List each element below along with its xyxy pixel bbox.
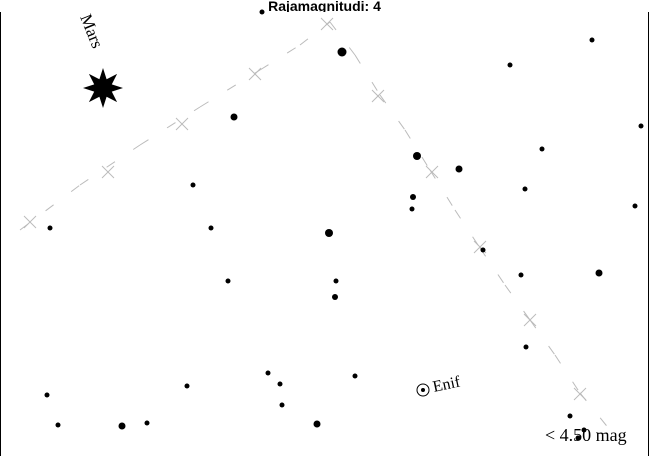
ecliptic-segment (454, 209, 481, 249)
star (507, 62, 513, 68)
named-star-label: Enif (431, 373, 462, 395)
star (259, 9, 265, 15)
ecliptic-segment (259, 44, 301, 71)
ecliptic-segment (139, 106, 201, 146)
ecliptic-line (19, 17, 611, 431)
star (632, 203, 638, 209)
star (190, 182, 196, 188)
star (352, 373, 358, 379)
star (455, 165, 463, 173)
ecliptic-tick (175, 117, 189, 131)
planet-mars: Mars (76, 11, 123, 108)
ecliptic-tick (248, 67, 262, 81)
star (413, 152, 421, 160)
star (518, 272, 524, 278)
ecliptic-segment (429, 169, 456, 211)
star (47, 225, 53, 231)
star-field (44, 9, 644, 441)
ecliptic-tick (101, 165, 115, 179)
star (279, 402, 285, 408)
ecliptic-segment (379, 94, 406, 131)
ecliptic-segment (199, 69, 261, 108)
star (55, 422, 61, 428)
star (184, 383, 190, 389)
ecliptic-tick (573, 387, 587, 401)
star (410, 194, 416, 200)
named-star-enif: Enif (416, 373, 462, 397)
star (325, 229, 333, 237)
star (595, 269, 603, 277)
ecliptic-tick (371, 89, 385, 103)
ecliptic-tick (425, 165, 439, 179)
star (337, 47, 347, 57)
star (539, 146, 545, 152)
circled-dot-center (421, 388, 425, 392)
star (480, 247, 486, 253)
star (409, 206, 415, 212)
star (118, 422, 126, 430)
ecliptic-segment (79, 144, 141, 186)
ecliptic-tick (23, 215, 37, 229)
star (208, 225, 214, 231)
ecliptic-segment (354, 54, 381, 96)
star (522, 186, 528, 192)
star (313, 420, 321, 428)
ecliptic-segment (404, 129, 431, 171)
ecliptic-segment (529, 319, 556, 356)
ecliptic-tick (320, 17, 334, 31)
circled-dot-icon (416, 383, 430, 397)
ecliptic-segment (329, 21, 356, 56)
ecliptic-segment (479, 247, 506, 286)
ecliptic-segment (554, 354, 581, 394)
star (575, 435, 581, 441)
star (523, 344, 529, 350)
star (333, 278, 339, 284)
planet-star-icon (83, 68, 123, 108)
star (230, 113, 238, 121)
star (581, 427, 587, 433)
star (44, 392, 50, 398)
chart-title: Rajamagnitudi: 4 (268, 0, 381, 12)
star (332, 294, 338, 300)
magnitude-limit-label: < 4.50 mag (545, 425, 627, 445)
star (589, 37, 595, 43)
ecliptic-tick (473, 240, 487, 254)
star (277, 381, 283, 387)
star (225, 278, 231, 284)
planet-label: Mars (76, 11, 107, 51)
star (265, 370, 271, 376)
star (567, 413, 573, 419)
ecliptic-segment (19, 184, 81, 231)
ecliptic-segment (299, 21, 331, 46)
ecliptic-tick (523, 313, 537, 327)
star (144, 420, 150, 426)
star (638, 123, 644, 129)
ecliptic-segment (504, 284, 531, 321)
